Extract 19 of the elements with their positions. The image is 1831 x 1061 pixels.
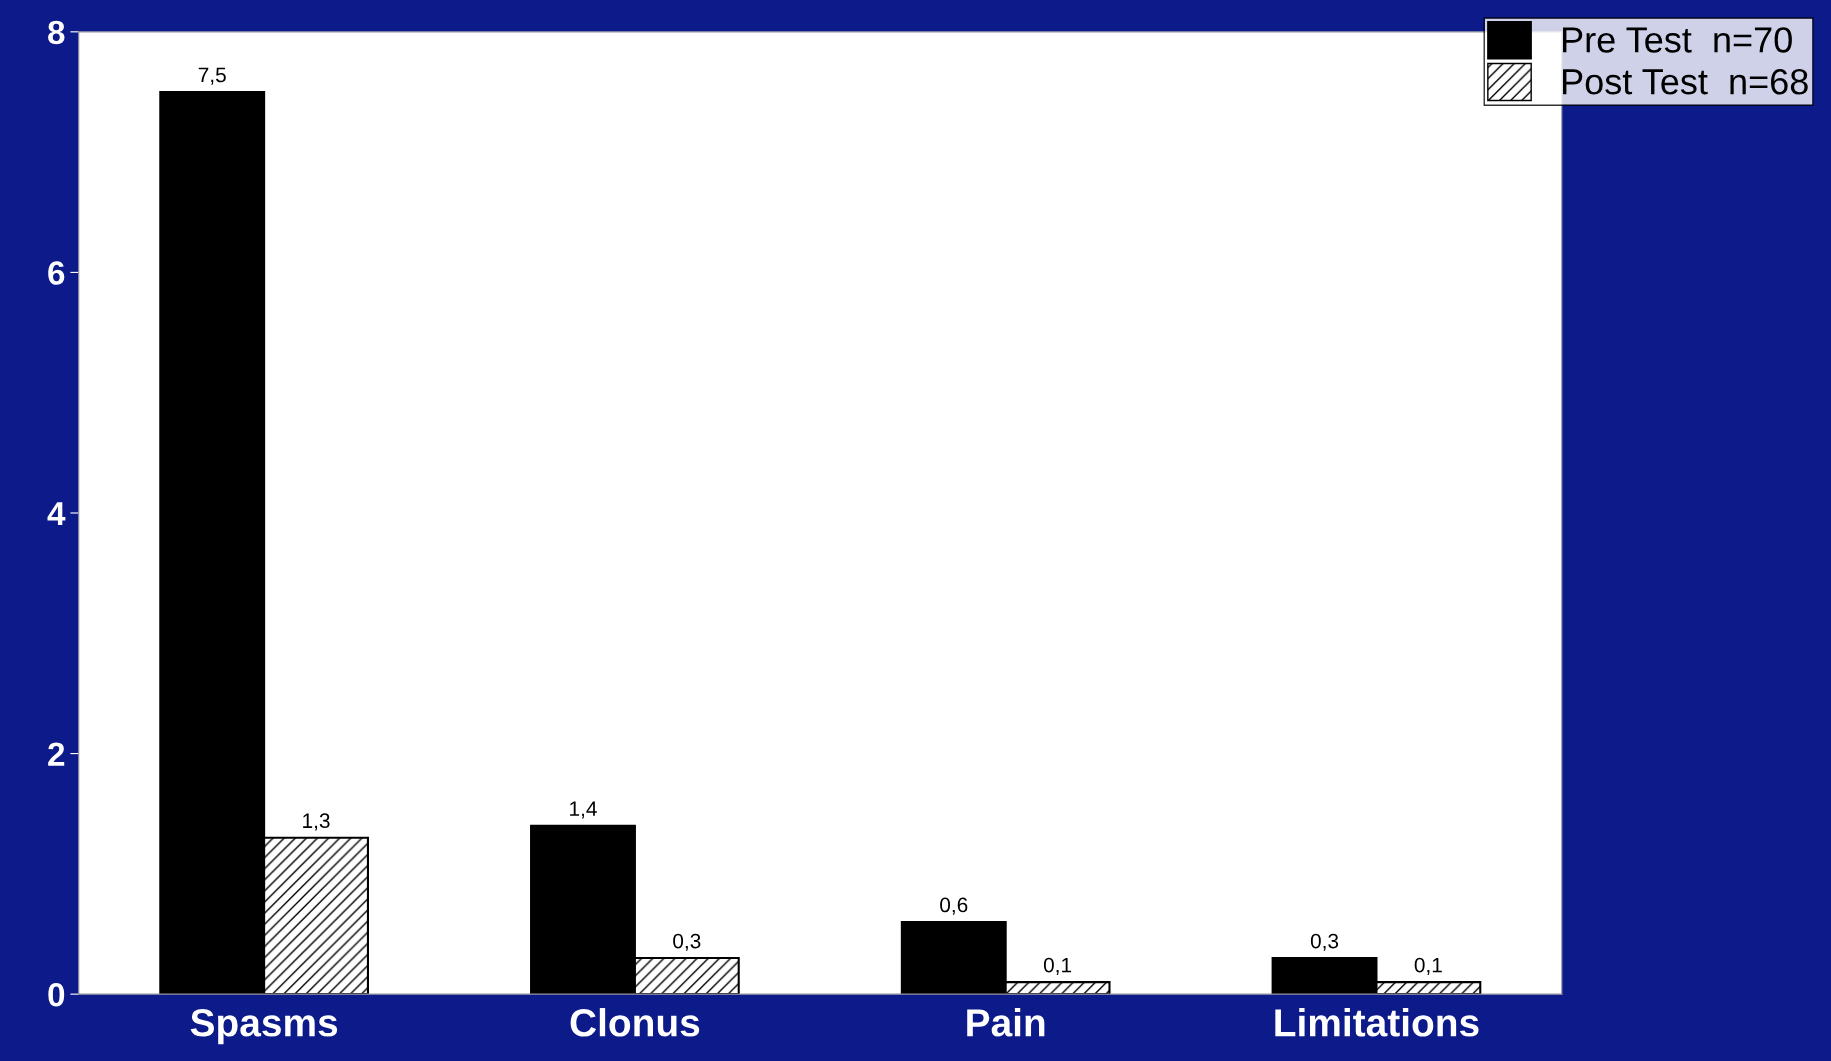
y-tick-label: 6 — [48, 261, 65, 285]
x-tick-label: Limitations — [1275, 1008, 1479, 1037]
data-label: 0,1 — [1414, 957, 1442, 975]
legend-label: Post Test n=68 — [1563, 68, 1808, 95]
data-label: 0,3 — [1310, 933, 1339, 951]
legend-label: Pre Test n=70 — [1563, 27, 1792, 53]
x-tick-label: Pain — [967, 1008, 1045, 1037]
y-tick-label: 2 — [48, 742, 65, 766]
y-tick-label: 8 — [48, 20, 65, 45]
x-tick-label: Spasms — [190, 1009, 338, 1045]
y-tick-label: 4 — [47, 502, 66, 526]
data-label: 0,3 — [673, 933, 701, 951]
x-tick-label: Clonus — [570, 1008, 700, 1037]
data-label: 1,3 — [303, 813, 330, 831]
y-tick-label: 0 — [48, 982, 65, 1007]
data-label: 1,4 — [570, 801, 597, 819]
data-label: 0,1 — [1043, 957, 1072, 975]
data-label: 7,5 — [198, 67, 226, 85]
data-label: 0,6 — [940, 897, 968, 915]
